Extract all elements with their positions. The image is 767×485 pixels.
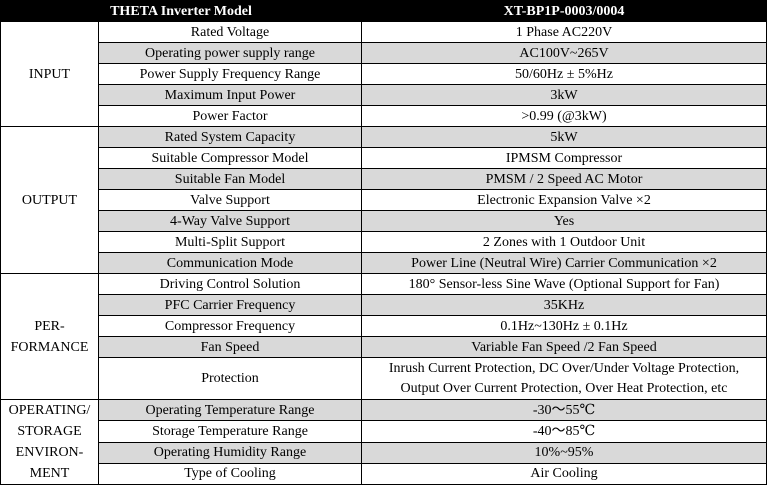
- value-cell: 10%~95%: [361, 441, 767, 464]
- table-row: Fan Speed Variable Fan Speed /2 Fan Spee…: [1, 336, 767, 358]
- param-cell: Communication Mode: [98, 252, 362, 274]
- value-cell: 3kW: [361, 84, 767, 106]
- value-cell: PMSM / 2 Speed AC Motor: [361, 168, 767, 190]
- value-cell: >0.99 (@3kW): [361, 105, 767, 127]
- group-environment-line: OPERATING/: [8, 403, 91, 418]
- group-environment: OPERATING/ STORAGE ENVIRON- MENT: [0, 399, 99, 485]
- param-cell: Rated Voltage: [98, 21, 362, 43]
- param-cell: Operating power supply range: [98, 42, 362, 64]
- header-model-label: THETA Inverter Model: [0, 0, 362, 22]
- param-cell: PFC Carrier Frequency: [98, 294, 362, 316]
- table-row: Valve Support Electronic Expansion Valve…: [1, 189, 767, 211]
- param-cell: Valve Support: [98, 189, 362, 211]
- table-row: Protection Inrush Current Protection, DC…: [1, 357, 767, 400]
- table-row: OUTPUT Rated System Capacity 5kW: [0, 126, 767, 274]
- value-cell: 0.1Hz~130Hz ± 0.1Hz: [361, 315, 767, 337]
- table-row: Type of Cooling Air Cooling: [1, 462, 767, 485]
- value-cell: -40～85℃: [361, 420, 767, 443]
- value-cell: 180° Sensor-less Sine Wave (Optional Sup…: [361, 273, 767, 295]
- value-cell: 50/60Hz ± 5%Hz: [361, 63, 767, 85]
- table-row: Storage Temperature Range -40～85℃: [1, 420, 767, 443]
- param-cell: Multi-Split Support: [98, 231, 362, 253]
- table-row: Operating power supply range AC100V~265V: [1, 42, 767, 64]
- protection-line: Inrush Current Protection, DC Over/Under…: [388, 360, 740, 376]
- table-row: Suitable Fan Model PMSM / 2 Speed AC Mot…: [1, 168, 767, 190]
- table-row: 4-Way Valve Support Yes: [1, 210, 767, 232]
- group-environment-line: STORAGE: [17, 424, 82, 439]
- param-cell: Maximum Input Power: [98, 84, 362, 106]
- table-row: Compressor Frequency 0.1Hz~130Hz ± 0.1Hz: [1, 315, 767, 337]
- table-row: PER- FORMANCE Driving Control Solution 1…: [0, 273, 767, 400]
- table-row: Power Supply Frequency Range 50/60Hz ± 5…: [1, 63, 767, 85]
- param-cell: Driving Control Solution: [98, 273, 362, 295]
- value-cell: 1 Phase AC220V: [361, 21, 767, 43]
- table-row: Power Factor >0.99 (@3kW): [1, 105, 767, 127]
- value-cell: Air Cooling: [361, 462, 767, 485]
- param-cell: Rated System Capacity: [98, 126, 362, 148]
- value-cell: 2 Zones with 1 Outdoor Unit: [361, 231, 767, 253]
- value-cell: AC100V~265V: [361, 42, 767, 64]
- param-cell: Suitable Compressor Model: [98, 147, 362, 169]
- table-row: PFC Carrier Frequency 35KHz: [1, 294, 767, 316]
- value-cell: -30～55℃: [361, 398, 767, 422]
- param-cell: Power Factor: [98, 105, 362, 127]
- param-cell: Fan Speed: [98, 336, 362, 358]
- group-environment-line: ENVIRON-: [15, 445, 84, 460]
- protection-line: Output Over Current Protection, Over Hea…: [400, 380, 728, 396]
- group-input: INPUT: [0, 21, 99, 127]
- header-row: THETA Inverter Model XT-BP1P-0003/0004: [0, 0, 767, 22]
- table-row: Communication Mode Power Line (Neutral W…: [1, 252, 767, 274]
- group-performance-line: PER-: [34, 318, 65, 334]
- value-cell: IPMSM Compressor: [361, 147, 767, 169]
- param-cell: Protection: [98, 357, 362, 400]
- group-environment-line: MENT: [29, 466, 70, 481]
- param-cell: Suitable Fan Model: [98, 168, 362, 190]
- table-row: Maximum Input Power 3kW: [1, 84, 767, 106]
- param-cell: Compressor Frequency: [98, 315, 362, 337]
- param-cell: Storage Temperature Range: [98, 420, 362, 443]
- value-cell: Yes: [361, 210, 767, 232]
- table-row: OPERATING/ STORAGE ENVIRON- MENT Operati…: [0, 398, 767, 485]
- value-cell: 5kW: [361, 126, 767, 148]
- group-performance-line: FORMANCE: [10, 339, 89, 355]
- header-model-value: XT-BP1P-0003/0004: [361, 0, 767, 22]
- param-cell: Operating Temperature Range: [98, 398, 362, 422]
- table-row: Multi-Split Support 2 Zones with 1 Outdo…: [1, 231, 767, 253]
- value-cell-protection: Inrush Current Protection, DC Over/Under…: [361, 357, 767, 400]
- group-output: OUTPUT: [0, 126, 99, 274]
- param-cell: 4-Way Valve Support: [98, 210, 362, 232]
- table-row: INPUT Rated Voltage 1 Phase AC220V: [0, 21, 767, 127]
- param-cell: Power Supply Frequency Range: [98, 63, 362, 85]
- value-cell: Power Line (Neutral Wire) Carrier Commun…: [361, 252, 767, 274]
- value-cell: Variable Fan Speed /2 Fan Speed: [361, 336, 767, 358]
- param-cell: Type of Cooling: [98, 462, 362, 485]
- param-cell: Operating Humidity Range: [98, 441, 362, 464]
- table-row: Suitable Compressor Model IPMSM Compress…: [1, 147, 767, 169]
- value-cell: Electronic Expansion Valve ×2: [361, 189, 767, 211]
- group-performance: PER- FORMANCE: [0, 273, 99, 400]
- value-cell: 35KHz: [361, 294, 767, 316]
- table-row: Operating Humidity Range 10%~95%: [1, 441, 767, 464]
